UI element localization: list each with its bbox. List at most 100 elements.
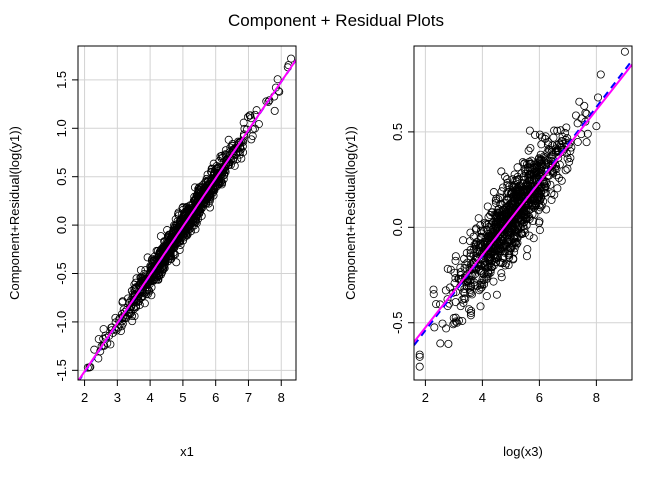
data-point [436, 339, 445, 348]
data-point [514, 225, 523, 234]
data-point [99, 325, 108, 334]
plot-box [77, 45, 297, 381]
data-point [577, 114, 586, 123]
data-point [523, 245, 532, 254]
data-point [492, 214, 501, 223]
data-point [234, 141, 243, 150]
data-point [581, 108, 590, 117]
data-point [207, 164, 216, 173]
data-point [228, 148, 237, 157]
data-point [492, 194, 501, 203]
data-point [466, 311, 475, 320]
data-point [217, 151, 226, 160]
data-point [163, 235, 172, 244]
data-point [496, 214, 505, 223]
data-point [254, 120, 263, 129]
data-point [553, 145, 562, 154]
data-point [528, 169, 537, 178]
y-tick-label: -1.0 [54, 311, 69, 333]
data-point [486, 254, 495, 263]
data-point [537, 193, 546, 202]
data-point [202, 174, 211, 183]
data-point [505, 253, 514, 262]
data-point [179, 211, 188, 220]
data-point [519, 172, 528, 181]
data-point [553, 184, 562, 193]
data-point [444, 339, 453, 348]
data-point [497, 200, 506, 209]
panel-log-x3: 2 4 6 8 -0.5 0.0 0.5 log(x3) Component+Residual(… [343, 45, 633, 459]
data-point [486, 211, 495, 220]
data-point [246, 111, 255, 120]
y-tick-label: 0.5 [54, 168, 69, 186]
data-point [552, 171, 561, 180]
data-point [460, 254, 469, 263]
data-point [543, 148, 552, 157]
data-point [449, 288, 458, 297]
data-point [547, 189, 556, 198]
data-point [538, 175, 547, 184]
data-point [552, 144, 561, 153]
x-tick-label: 6 [536, 390, 543, 405]
data-point [217, 178, 226, 187]
data-point [501, 261, 510, 270]
x-axis-label: x1 [180, 444, 194, 459]
data-point [535, 218, 544, 227]
y-axis-label: Component+Residual(log(y1)) [7, 126, 22, 300]
data-point [537, 187, 546, 196]
data-point [484, 267, 493, 276]
y-tick-label: 1.5 [54, 71, 69, 89]
plot-box [413, 45, 633, 381]
data-point [596, 70, 605, 79]
data-point [472, 239, 481, 248]
data-point [467, 290, 476, 299]
data-point [470, 240, 479, 249]
data-point [466, 285, 475, 294]
data-point [451, 274, 460, 283]
data-point [150, 256, 159, 265]
data-point [432, 300, 441, 309]
data-point [478, 275, 487, 284]
data-point [541, 134, 550, 143]
data-point [117, 322, 126, 331]
data-point [496, 259, 505, 268]
data-point [179, 236, 188, 245]
data-point [441, 286, 450, 295]
x-tick-label: 7 [245, 390, 252, 405]
data-point [506, 243, 515, 252]
data-point [525, 212, 534, 221]
data-point [580, 101, 589, 110]
data-point [460, 294, 469, 303]
data-point [482, 292, 491, 301]
y-tick-label: 1.0 [54, 119, 69, 137]
data-point [594, 93, 603, 102]
data-point [191, 225, 200, 234]
data-point [549, 133, 558, 142]
data-point [171, 250, 180, 259]
data-point [458, 295, 467, 304]
data-point [128, 317, 137, 326]
data-point [451, 252, 460, 261]
data-point [493, 244, 502, 253]
y-tick-label: 0.5 [390, 123, 405, 141]
data-point [239, 132, 248, 141]
data-point [497, 269, 506, 278]
data-point [172, 258, 181, 267]
data-point [90, 345, 99, 354]
data-point [499, 183, 508, 192]
data-point [451, 256, 460, 265]
data-point [513, 163, 522, 172]
data-point [535, 201, 544, 210]
data-point [459, 236, 468, 245]
data-point [575, 97, 584, 106]
data-point [524, 146, 533, 155]
data-point [536, 203, 545, 212]
data-point [264, 97, 273, 106]
data-point [519, 175, 528, 184]
data-point [131, 301, 140, 310]
data-point [502, 202, 511, 211]
y-tick-label: -0.5 [390, 312, 405, 334]
y-tick-label: 0.0 [54, 216, 69, 234]
data-point [561, 135, 570, 144]
data-point [456, 268, 465, 277]
